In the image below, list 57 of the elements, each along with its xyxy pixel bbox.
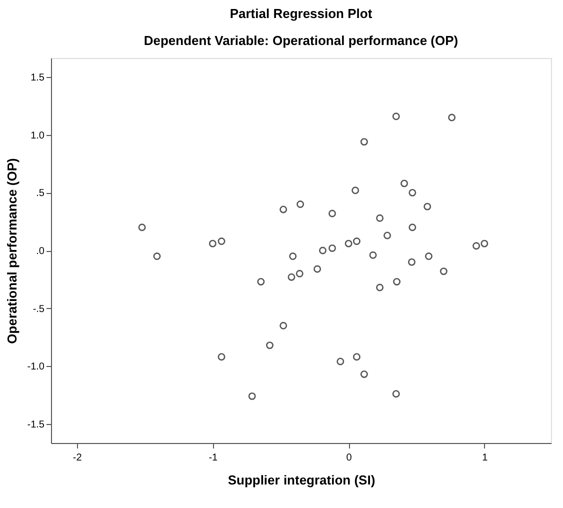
x-axis-title: Supplier integration (SI) — [228, 472, 376, 488]
point — [392, 390, 400, 398]
point — [266, 342, 274, 350]
point — [280, 322, 288, 330]
point — [319, 246, 326, 254]
point — [480, 240, 488, 248]
point — [360, 138, 368, 146]
point — [408, 258, 416, 266]
point — [328, 244, 336, 252]
point — [360, 370, 368, 378]
point — [336, 358, 344, 366]
y-tick-label: 1.5 — [30, 72, 45, 84]
x-tick-label: -1 — [208, 452, 218, 464]
point — [352, 186, 360, 194]
point — [289, 252, 297, 260]
point — [376, 284, 384, 292]
point — [408, 188, 416, 196]
y-tick-label: .5 — [36, 188, 45, 200]
point — [352, 353, 360, 361]
point — [218, 353, 226, 361]
point — [280, 206, 288, 214]
point — [328, 210, 336, 218]
point — [257, 278, 265, 286]
point — [208, 240, 216, 248]
y-tick-label: .0 — [36, 246, 45, 257]
point — [288, 273, 296, 281]
point — [393, 278, 401, 286]
point — [369, 251, 377, 259]
x-tick-label: 0 — [346, 452, 352, 464]
point — [384, 232, 392, 240]
point — [400, 180, 408, 188]
y-tick-label: 1.0 — [30, 130, 45, 142]
x-tick-label: 1 — [482, 452, 488, 464]
y-tick-label: -.5 — [32, 304, 45, 315]
y-tick-label: -1.5 — [27, 419, 45, 430]
point — [424, 252, 432, 260]
point — [424, 202, 432, 210]
x-tick-label: -2 — [72, 452, 82, 464]
point — [472, 242, 480, 250]
point — [218, 238, 226, 245]
y-axis-title: Operational performance (OP) — [4, 158, 20, 344]
point — [352, 238, 360, 245]
point — [153, 252, 161, 260]
point — [296, 200, 304, 208]
chart-title: Partial Regression Plot — [230, 6, 373, 21]
y-tick-label: -1.0 — [27, 362, 45, 373]
point — [248, 392, 256, 400]
point — [440, 268, 448, 276]
point — [408, 224, 416, 232]
point — [344, 240, 352, 248]
point — [296, 270, 304, 278]
point — [138, 224, 146, 232]
point — [314, 265, 322, 273]
point — [376, 214, 384, 222]
point — [448, 114, 456, 122]
point — [392, 112, 400, 120]
chart-subtitle: Dependent Variable: Operational performance (OP) — [144, 33, 458, 48]
